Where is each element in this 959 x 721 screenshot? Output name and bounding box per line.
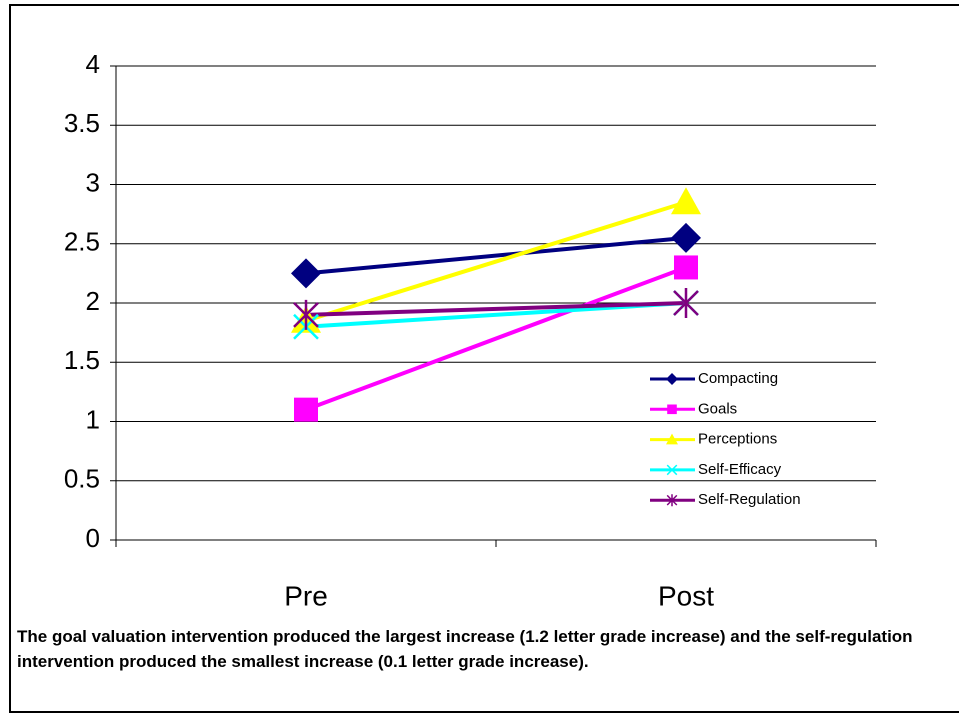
- legend-marker: [666, 464, 678, 476]
- y-tick-label: 3.5: [64, 108, 100, 138]
- data-point: [674, 255, 698, 280]
- legend-label: Self-Regulation: [698, 491, 801, 508]
- data-point: [294, 397, 318, 422]
- marker-shape: [666, 433, 678, 445]
- y-tick-label: 0.5: [64, 464, 100, 494]
- marker-shape: [667, 404, 677, 415]
- marker-shape: [291, 258, 321, 289]
- marker-shape: [673, 288, 699, 318]
- legend-marker: [667, 404, 677, 415]
- y-tick-label: 2.5: [64, 227, 100, 257]
- data-point: [671, 187, 701, 215]
- x-tick-label: Pre: [284, 580, 328, 611]
- y-tick-label: 4: [86, 49, 100, 79]
- caption: The goal valuation intervention produced…: [17, 627, 913, 671]
- marker-shape: [666, 494, 678, 507]
- y-tick-label: 1.5: [64, 345, 100, 375]
- y-tick-label: 2: [86, 286, 100, 316]
- marker-shape: [671, 187, 701, 215]
- frame: [9, 4, 959, 713]
- legend-marker: [666, 433, 678, 445]
- y-tick-label: 0: [86, 523, 100, 553]
- legend-label: Perceptions: [698, 431, 777, 448]
- series-line: [305, 235, 687, 276]
- marker-shape: [674, 255, 698, 280]
- data-point: [293, 299, 319, 330]
- series-line: [305, 301, 687, 317]
- marker-shape: [293, 299, 319, 330]
- legend-label: Self-Efficacy: [698, 461, 782, 478]
- series-line: [305, 265, 687, 412]
- x-tick-label: Post: [658, 580, 714, 611]
- marker-shape: [671, 222, 701, 253]
- legend-label: Compacting: [698, 370, 778, 387]
- series-line: [305, 200, 687, 323]
- y-tick-label: 3: [86, 167, 100, 197]
- y-tick-label: 1: [86, 404, 100, 434]
- data-point: [673, 288, 699, 318]
- data-point: [291, 258, 321, 289]
- marker-shape: [666, 373, 678, 385]
- legend-marker: [666, 494, 678, 507]
- marker-shape: [294, 397, 318, 422]
- legend-marker: [666, 373, 678, 385]
- legend-label: Goals: [698, 400, 737, 417]
- marker-shape: [666, 464, 678, 476]
- data-point: [671, 222, 701, 253]
